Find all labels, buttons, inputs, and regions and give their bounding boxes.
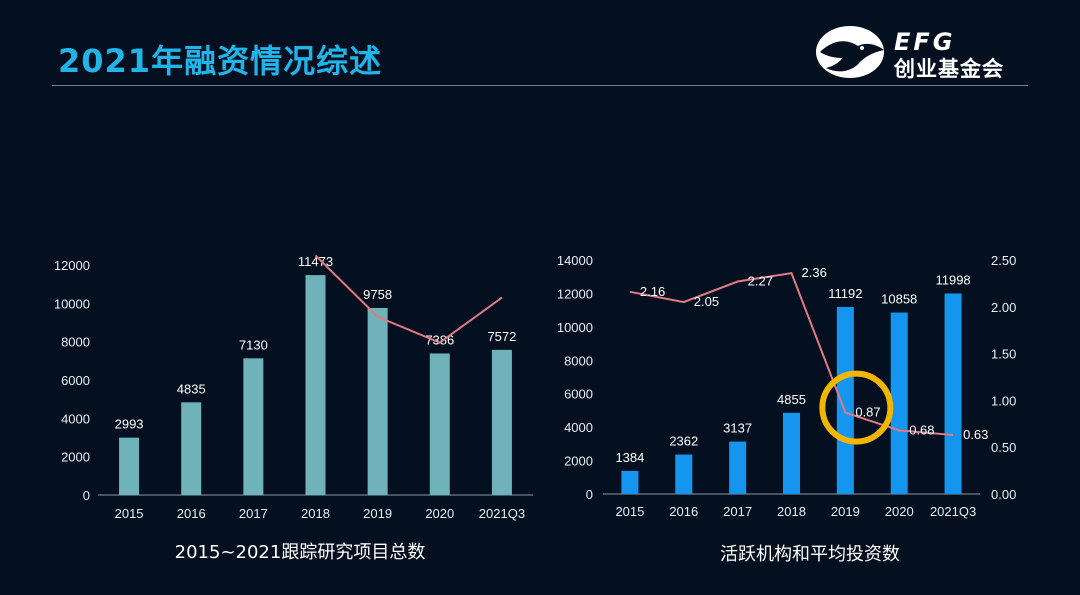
bar (675, 454, 693, 494)
data-label: 4835 (177, 381, 206, 396)
bar (491, 349, 512, 495)
chart2-title: 活跃机构和平均投资数 (720, 544, 900, 565)
x-tick-label: 2016 (177, 506, 206, 521)
x-tick-label: 2015 (115, 506, 144, 521)
eagle-logo-icon (816, 26, 884, 78)
y-left-tick-label: 10000 (557, 320, 593, 335)
bar (367, 307, 388, 495)
x-tick-label: 2020 (885, 504, 914, 519)
page-title: 2021年融资情况综述 (58, 42, 383, 80)
bar (305, 275, 326, 495)
y-tick-label: 8000 (61, 335, 90, 350)
x-tick-label: 2017 (239, 506, 268, 521)
data-label: 9758 (363, 287, 392, 302)
bar-data-label: 2362 (669, 434, 698, 449)
chart1-title: 2015~2021跟踪研究项目总数 (174, 542, 426, 563)
y-tick-label: 6000 (61, 373, 90, 388)
average-investment-line (629, 271, 954, 437)
x-tick-label: 2018 (777, 504, 806, 519)
bar-data-label: 11998 (935, 272, 970, 287)
bar (243, 358, 264, 495)
x-tick-label: 2020 (425, 506, 454, 521)
line-data-label: 2.05 (694, 294, 719, 309)
y-tick-label: 10000 (54, 296, 90, 311)
line-data-label: 0.87 (855, 405, 880, 420)
line-data-label: 2.16 (640, 284, 665, 299)
y-tick-label: 12000 (54, 258, 90, 273)
data-label: 7572 (487, 329, 516, 344)
bar (621, 470, 639, 494)
bar (729, 441, 747, 494)
x-tick-label: 2021Q3 (479, 506, 525, 521)
y-left-tick-label: 0 (586, 487, 593, 502)
x-tick-label: 2018 (301, 506, 330, 521)
y-right-tick-label: 1.50 (991, 347, 1016, 362)
bar-data-label: 10858 (881, 292, 917, 307)
y-right-tick-label: 2.00 (991, 300, 1016, 315)
x-tick-label: 2021Q3 (930, 504, 976, 519)
y-tick-label: 4000 (61, 411, 90, 426)
bar (890, 312, 908, 494)
y-tick-label: 2000 (61, 450, 90, 465)
data-label: 7130 (239, 337, 268, 352)
bar-data-label: 4855 (777, 392, 806, 407)
logo-org-name: 创业基金会 (894, 57, 1004, 81)
line-data-label: 0.68 (909, 422, 934, 437)
y-left-tick-label: 14000 (557, 253, 593, 268)
y-left-tick-label: 6000 (564, 387, 593, 402)
bar (944, 293, 962, 494)
line-data-label: 0.63 (963, 427, 988, 442)
y-right-tick-label: 1.00 (991, 393, 1016, 408)
institutions-combo-chart: 0 2000 4000 6000 8000 10000 12000 14000 0.00 0.50… (557, 253, 1016, 519)
bar-data-label: 3137 (723, 421, 752, 436)
bar (181, 402, 202, 495)
data-label: 2993 (115, 417, 144, 432)
y-left-tick-label: 12000 (557, 286, 593, 301)
x-tick-label: 2015 (615, 504, 644, 519)
y-left-tick-label: 2000 (564, 454, 593, 469)
x-tick-label: 2019 (831, 504, 860, 519)
line-data-label: 2.27 (748, 274, 773, 289)
y-tick-label: 0 (83, 488, 90, 503)
bar (783, 412, 800, 494)
y-right-tick-label: 2.50 (991, 253, 1016, 268)
y-left-tick-label: 4000 (564, 420, 593, 435)
highlight-circle (819, 370, 894, 445)
trend-line (314, 254, 503, 344)
x-tick-label: 2019 (363, 506, 392, 521)
projects-bar-chart: 0 2000 4000 6000 8000 10000 12000 2993 2015 4835 2… (54, 254, 533, 521)
x-tick-label: 2017 (723, 504, 752, 519)
x-tick-label: 2016 (669, 504, 698, 519)
bar (429, 353, 450, 495)
bar (119, 437, 140, 495)
line-data-label: 2.36 (802, 265, 827, 280)
y-left-tick-label: 8000 (564, 353, 593, 368)
y-right-tick-label: 0.00 (991, 487, 1016, 502)
bar (836, 306, 854, 494)
efg-logo: EFG 创业基金会 (812, 22, 1027, 82)
bar-data-label: 11192 (828, 286, 862, 301)
bar-data-label: 1384 (615, 450, 644, 465)
y-right-tick-label: 0.50 (991, 440, 1016, 455)
logo-text: EFG (894, 28, 956, 56)
title-divider (52, 85, 1028, 86)
